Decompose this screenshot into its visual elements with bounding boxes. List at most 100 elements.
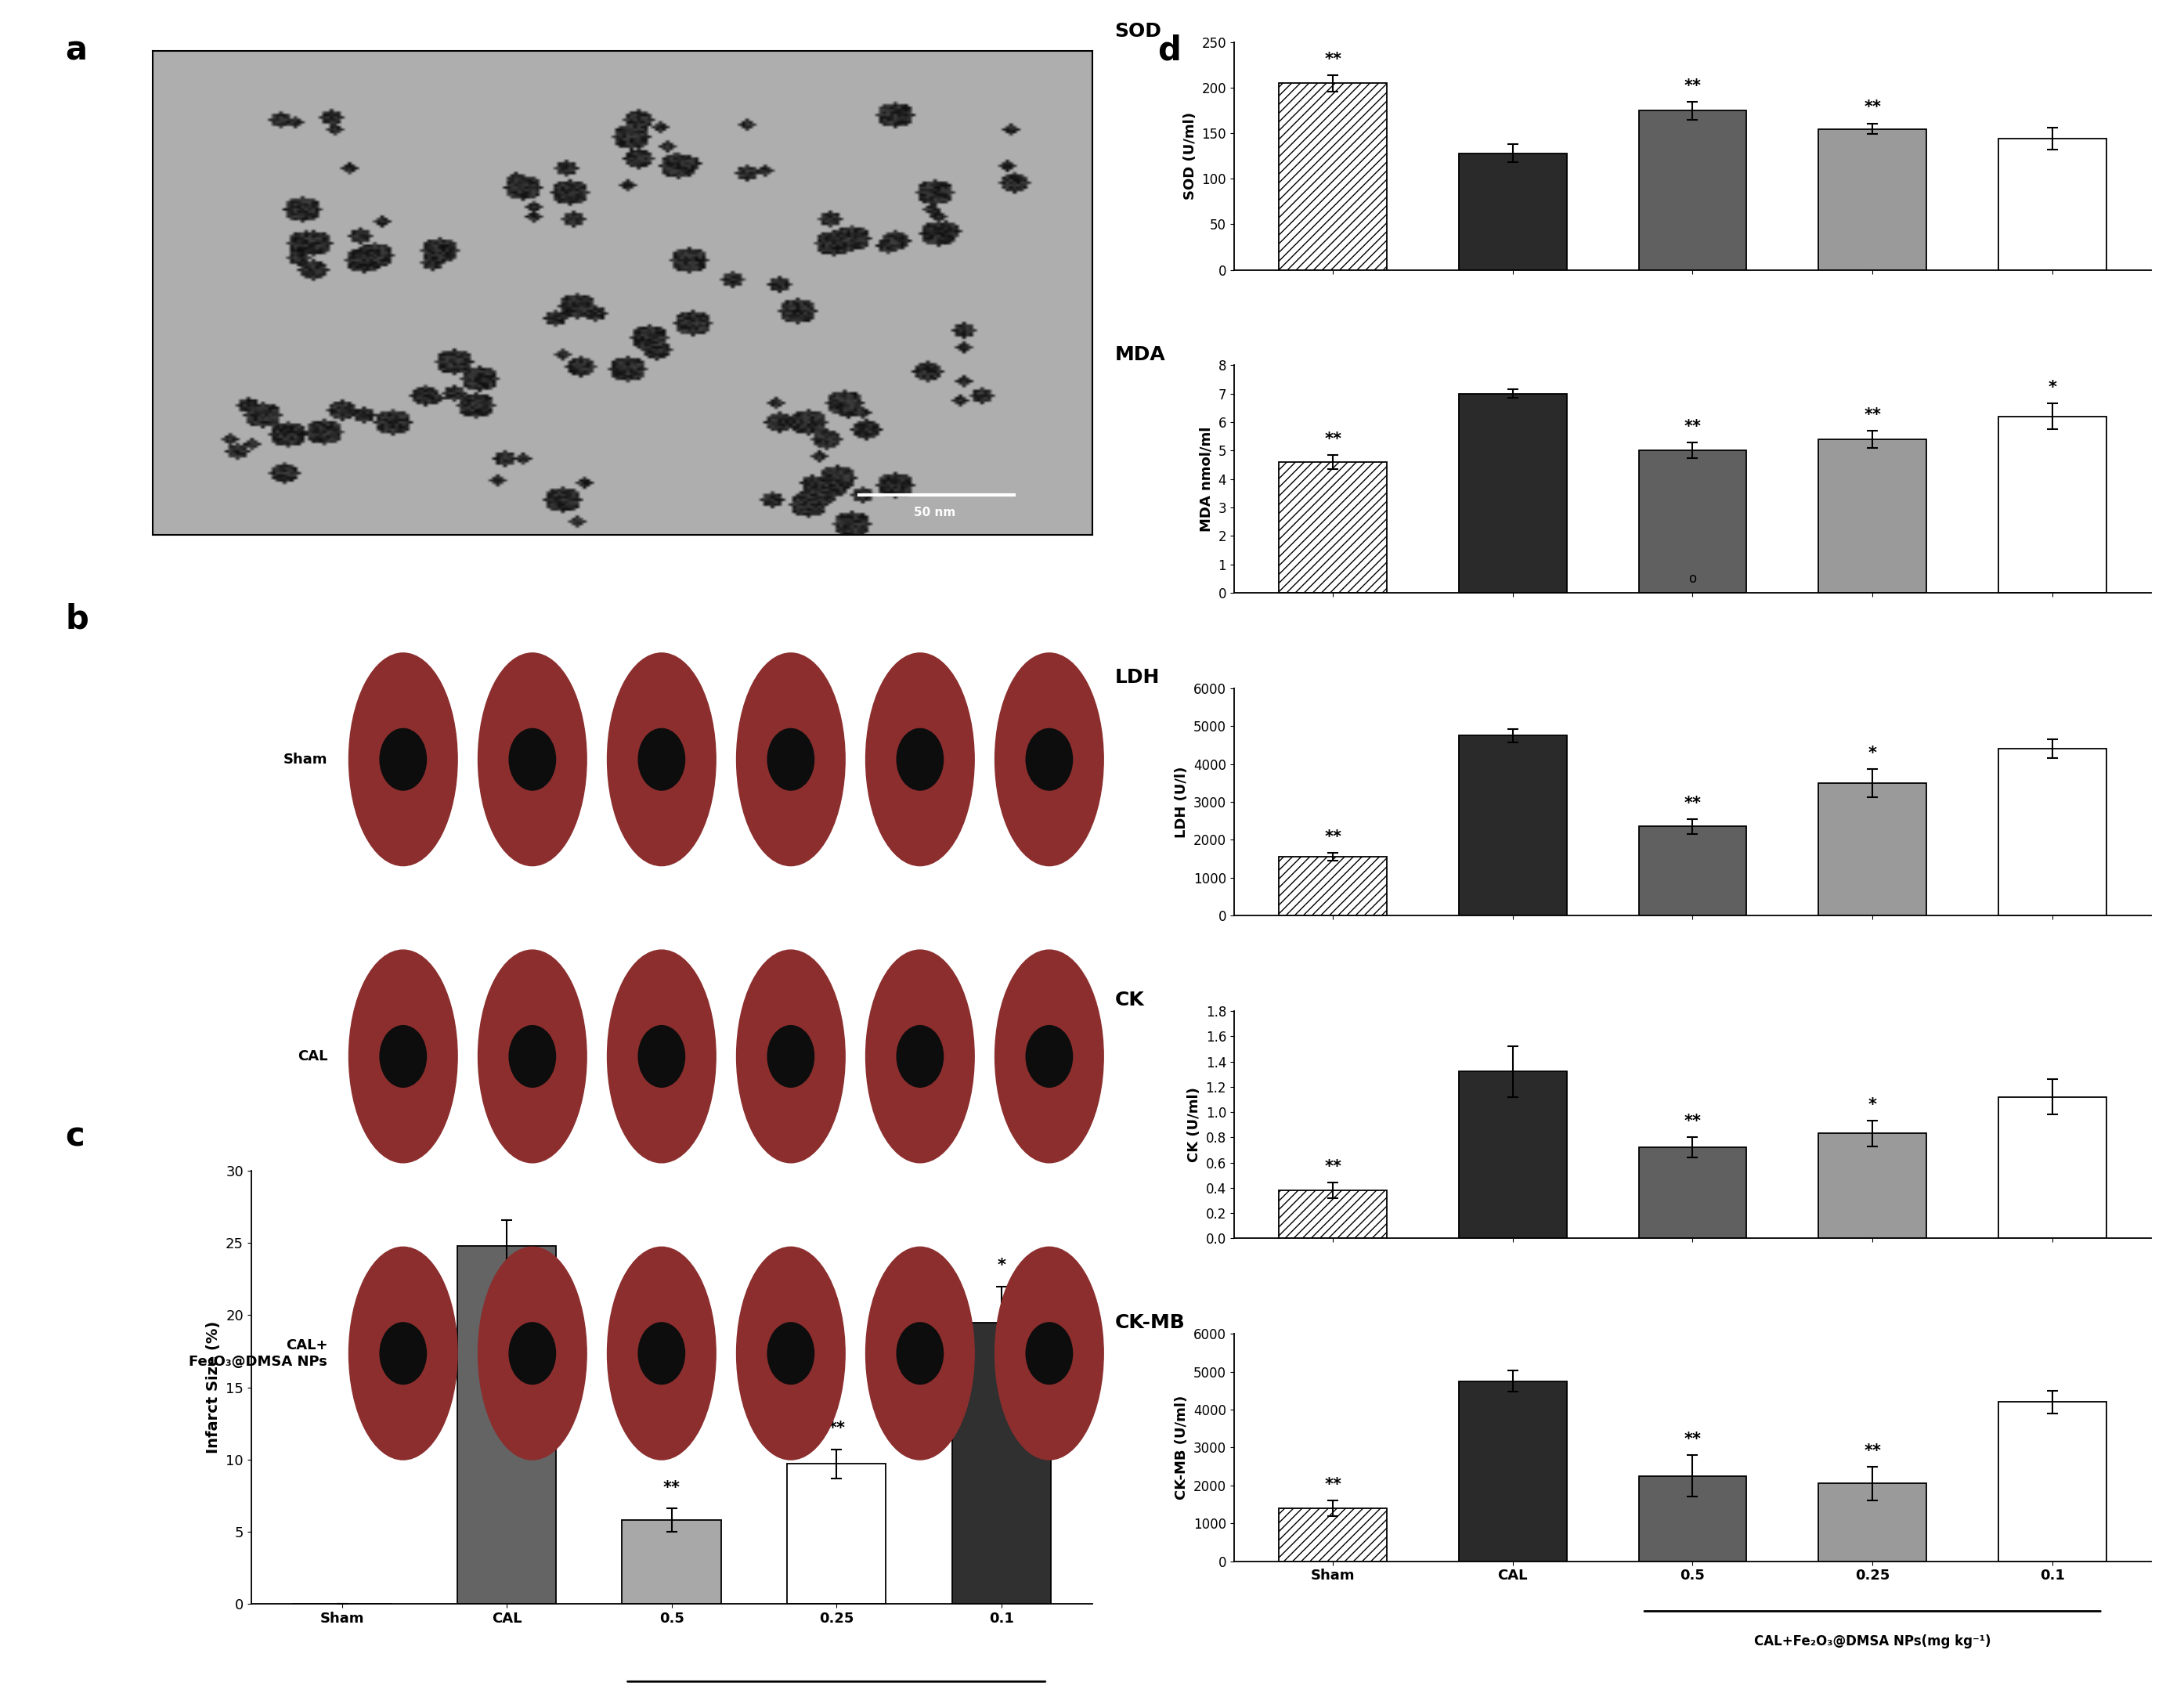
Bar: [1459, 394, 1566, 592]
Bar: [1998, 1402, 2105, 1561]
Ellipse shape: [996, 950, 1103, 1162]
Ellipse shape: [767, 728, 815, 791]
Text: LDH: LDH: [1114, 669, 1160, 687]
Text: MDA: MDA: [1114, 344, 1166, 363]
Text: *: *: [998, 1257, 1005, 1273]
Ellipse shape: [478, 1247, 587, 1459]
Ellipse shape: [638, 1322, 686, 1385]
Ellipse shape: [736, 653, 845, 865]
Ellipse shape: [898, 728, 943, 791]
Ellipse shape: [996, 1247, 1103, 1459]
Ellipse shape: [1026, 1322, 1072, 1385]
Bar: [1280, 1190, 1387, 1239]
Bar: [1280, 462, 1387, 592]
Text: *: *: [1867, 745, 1876, 760]
Text: **: **: [1863, 407, 1880, 423]
Bar: [1459, 153, 1566, 270]
Text: a: a: [66, 34, 87, 66]
Bar: [1638, 826, 1747, 915]
Bar: [1459, 735, 1566, 915]
Ellipse shape: [767, 1322, 815, 1385]
Y-axis label: SOD (U/ml): SOD (U/ml): [1184, 112, 1197, 200]
Ellipse shape: [736, 1247, 845, 1459]
Bar: [1819, 782, 1926, 915]
Text: **: **: [1324, 431, 1341, 446]
Y-axis label: LDH (U/l): LDH (U/l): [1175, 765, 1188, 838]
Ellipse shape: [380, 1025, 426, 1088]
Ellipse shape: [509, 1322, 555, 1385]
Ellipse shape: [478, 950, 587, 1162]
Bar: [1998, 1096, 2105, 1239]
Bar: [1638, 110, 1747, 270]
Text: **: **: [1684, 1432, 1701, 1448]
Ellipse shape: [349, 653, 456, 865]
Text: **: **: [1684, 796, 1701, 811]
Bar: [1998, 748, 2105, 915]
Text: **: **: [1684, 78, 1701, 93]
Text: **: **: [1324, 830, 1341, 845]
Ellipse shape: [349, 950, 456, 1162]
Text: **: **: [664, 1480, 679, 1495]
Bar: [1459, 1381, 1566, 1561]
Ellipse shape: [349, 1247, 456, 1459]
Bar: [622, 1521, 721, 1604]
Bar: [1819, 129, 1926, 270]
Y-axis label: CK (U/ml): CK (U/ml): [1188, 1088, 1201, 1162]
Text: c: c: [66, 1120, 85, 1152]
Text: SOD: SOD: [1114, 22, 1162, 41]
Bar: [1998, 416, 2105, 592]
Y-axis label: Infarct Size (%): Infarct Size (%): [205, 1320, 221, 1454]
Bar: [1459, 1071, 1566, 1239]
Ellipse shape: [607, 1247, 716, 1459]
Bar: [1280, 83, 1387, 270]
Ellipse shape: [898, 1322, 943, 1385]
Text: **: **: [1324, 1159, 1341, 1174]
Ellipse shape: [638, 728, 686, 791]
Bar: [1638, 1476, 1747, 1561]
Y-axis label: MDA nmol/ml: MDA nmol/ml: [1199, 426, 1214, 531]
Bar: [456, 1246, 557, 1604]
Ellipse shape: [865, 653, 974, 865]
Ellipse shape: [509, 1025, 555, 1088]
Ellipse shape: [865, 950, 974, 1162]
Bar: [1819, 440, 1926, 592]
Text: **: **: [1863, 1442, 1880, 1458]
Text: *: *: [2049, 380, 2057, 395]
Text: **: **: [1324, 1476, 1341, 1493]
Text: CAL: CAL: [297, 1049, 328, 1064]
Bar: [1819, 1483, 1926, 1561]
Text: 50 nm: 50 nm: [915, 507, 957, 519]
Text: CAL+Fe₂O₃@DMSA NPs(mg kg⁻¹): CAL+Fe₂O₃@DMSA NPs(mg kg⁻¹): [1754, 1634, 1992, 1648]
Ellipse shape: [996, 653, 1103, 865]
Ellipse shape: [898, 1025, 943, 1088]
Ellipse shape: [380, 1322, 426, 1385]
Bar: [1280, 857, 1387, 915]
Bar: [1280, 1509, 1387, 1561]
Y-axis label: CK-MB (U/ml): CK-MB (U/ml): [1175, 1395, 1188, 1500]
Text: CK: CK: [1114, 991, 1144, 1010]
Text: d: d: [1158, 34, 1182, 66]
Text: b: b: [66, 602, 90, 635]
Text: CK-MB: CK-MB: [1114, 1313, 1186, 1332]
Ellipse shape: [1026, 728, 1072, 791]
Bar: [1819, 1134, 1926, 1239]
Text: *: *: [1867, 1098, 1876, 1113]
Ellipse shape: [478, 653, 587, 865]
Ellipse shape: [607, 653, 716, 865]
Bar: [1998, 139, 2105, 270]
Bar: [952, 1322, 1051, 1604]
Ellipse shape: [865, 1247, 974, 1459]
Ellipse shape: [607, 950, 716, 1162]
Ellipse shape: [380, 728, 426, 791]
Ellipse shape: [638, 1025, 686, 1088]
Ellipse shape: [767, 1025, 815, 1088]
Text: Sham: Sham: [284, 752, 328, 767]
Text: **: **: [828, 1420, 845, 1436]
Bar: [1638, 1147, 1747, 1239]
Text: **: **: [1684, 419, 1701, 434]
Text: **: **: [1863, 100, 1880, 115]
Bar: [1638, 450, 1747, 592]
Text: CAL+
Fe₂O₃@DMSA NPs: CAL+ Fe₂O₃@DMSA NPs: [190, 1339, 328, 1368]
Text: **: **: [1324, 51, 1341, 68]
Ellipse shape: [509, 728, 555, 791]
